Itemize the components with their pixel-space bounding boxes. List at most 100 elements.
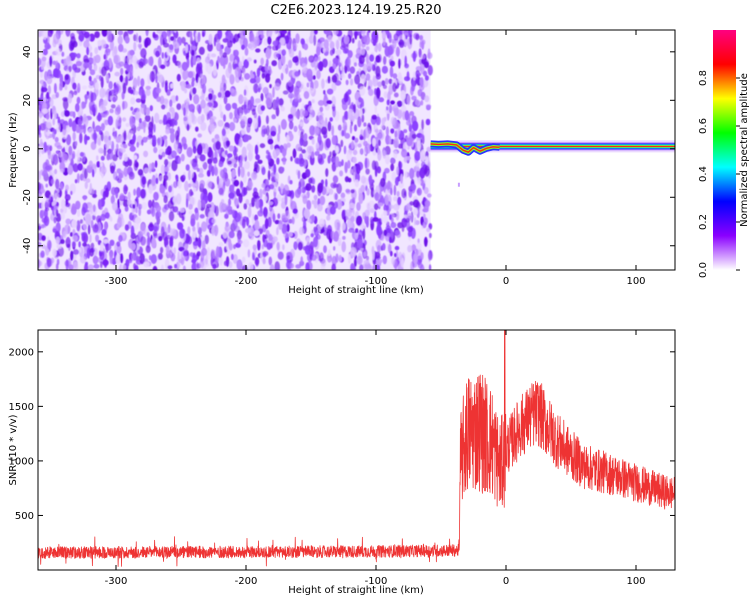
noise-cell — [127, 191, 131, 200]
noise-cell — [393, 106, 399, 117]
noise-cell — [251, 197, 255, 208]
noise-cell — [381, 65, 388, 74]
noise-cell — [152, 265, 158, 270]
noise-cell — [126, 64, 131, 72]
noise-cell — [200, 121, 207, 131]
noise-cell — [425, 104, 432, 109]
spectrogram-y-tick-label: -40 — [22, 238, 33, 254]
noise-cell — [274, 82, 281, 91]
noise-cell — [200, 99, 206, 109]
noise-cell — [250, 145, 254, 154]
noise-cell — [265, 47, 272, 60]
noise-cell — [348, 73, 352, 79]
noise-cell — [306, 200, 312, 210]
noise-cell — [359, 140, 365, 145]
noise-cell — [426, 146, 432, 152]
noise-cell — [353, 257, 357, 267]
noise-cell — [408, 188, 413, 198]
noise-cell — [423, 187, 429, 195]
snr-x-tick-label: 0 — [503, 576, 509, 587]
noise-cell — [125, 75, 129, 86]
noise-cell — [252, 244, 257, 251]
noise-cell — [169, 99, 173, 108]
noise-cell — [179, 207, 185, 213]
noise-cell — [260, 57, 265, 66]
noise-cell — [372, 264, 377, 270]
noise-cell — [216, 39, 221, 51]
noise-cell — [197, 237, 202, 248]
noise-cell — [55, 236, 61, 244]
noise-cell — [207, 181, 214, 189]
noise-cell — [52, 248, 57, 257]
noise-cell — [295, 33, 300, 44]
noise-cell — [195, 126, 199, 132]
noise-cell — [391, 256, 396, 266]
noise-cell — [335, 49, 342, 56]
noise-cell — [124, 224, 129, 231]
noise-cell — [72, 235, 78, 242]
noise-cell — [71, 219, 77, 229]
noise-cell — [325, 178, 328, 188]
noise-cell — [38, 181, 41, 191]
noise-cell — [277, 251, 284, 260]
noise-cell — [331, 255, 337, 267]
noise-cell — [267, 201, 274, 206]
noise-cell — [233, 244, 236, 250]
noise-cell — [282, 90, 289, 95]
noise-cell — [152, 230, 158, 237]
noise-cell — [101, 30, 108, 37]
noise-cell — [368, 30, 371, 33]
noise-cell — [295, 80, 302, 89]
noise-cell — [332, 175, 339, 184]
noise-cell — [268, 256, 273, 266]
noise-blobs — [38, 30, 433, 270]
noise-cell — [420, 177, 424, 187]
noise-cell — [424, 95, 430, 103]
noise-cell — [61, 51, 65, 57]
noise-cell — [60, 111, 66, 118]
noise-cell — [197, 133, 202, 138]
noise-cell — [57, 246, 64, 257]
noise-cell — [395, 249, 399, 260]
noise-cell — [133, 219, 140, 231]
noise-cell — [239, 120, 246, 125]
noise-cell — [127, 130, 132, 141]
noise-cell — [158, 175, 164, 183]
noise-cell — [199, 214, 205, 219]
noise-cell — [218, 161, 224, 168]
noise-cell — [177, 179, 182, 189]
noise-cell — [167, 154, 174, 160]
noise-cell — [99, 87, 106, 99]
noise-cell — [369, 54, 375, 62]
noise-cell — [181, 174, 186, 181]
noise-cell — [253, 83, 259, 94]
noise-cell — [260, 34, 265, 39]
noise-cell — [227, 40, 233, 48]
noise-cell — [130, 253, 134, 262]
noise-cell — [238, 60, 243, 69]
noise-cell — [155, 211, 160, 221]
noise-cell — [95, 125, 102, 132]
noise-cell — [209, 122, 215, 133]
colorbar-ticks: 0.0 0.2 0.4 0.6 0.8 — [698, 70, 740, 278]
noise-cell — [42, 108, 49, 114]
noise-region — [38, 30, 433, 270]
noise-cell — [112, 202, 118, 211]
noise-cell — [343, 145, 347, 155]
noise-cell — [253, 214, 259, 222]
spectrogram-y-ticks: -40 -20 0 20 40 — [22, 45, 675, 254]
noise-cell — [346, 152, 353, 162]
noise-cell — [342, 235, 346, 240]
noise-cell — [360, 175, 366, 184]
noise-cell — [377, 244, 381, 253]
noise-cell — [188, 203, 193, 210]
noise-cell — [255, 154, 260, 161]
noise-cell — [288, 92, 294, 99]
noise-cell — [157, 252, 163, 260]
noise-cell — [412, 199, 420, 208]
noise-cell — [129, 117, 136, 128]
noise-cell — [115, 253, 122, 265]
noise-cell — [145, 245, 151, 253]
noise-cell — [368, 200, 375, 209]
noise-cell — [87, 224, 91, 235]
